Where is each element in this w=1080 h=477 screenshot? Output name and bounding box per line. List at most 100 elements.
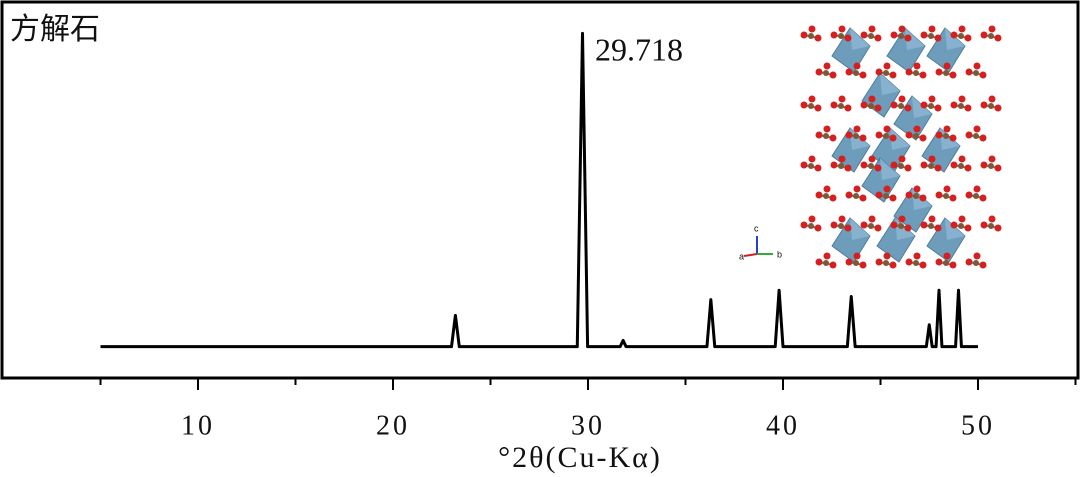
oxygen-atom bbox=[965, 258, 973, 266]
oxygen-atom bbox=[934, 164, 942, 172]
oxygen-atom bbox=[980, 161, 988, 169]
chart-title: 方解石 bbox=[10, 13, 100, 46]
triad-label: c bbox=[754, 223, 759, 233]
oxygen-atom bbox=[859, 71, 867, 79]
oxygen-atom bbox=[890, 31, 898, 39]
oxygen-atom bbox=[859, 134, 867, 142]
oxygen-atom bbox=[830, 161, 838, 169]
oxygen-atom bbox=[859, 194, 867, 202]
triad-a bbox=[743, 253, 758, 257]
oxygen-atom bbox=[889, 71, 897, 79]
oxygen-atom bbox=[874, 104, 882, 112]
oxygen-atom bbox=[934, 224, 942, 232]
oxygen-atom bbox=[860, 221, 868, 229]
x-tick-label: 20 bbox=[376, 410, 410, 441]
carbon-atom bbox=[808, 33, 814, 39]
oxygen-atom bbox=[875, 191, 883, 199]
carbon-atom bbox=[808, 103, 814, 109]
octahedron-face bbox=[880, 158, 900, 180]
oxygen-atom bbox=[883, 125, 891, 133]
octahedron-face bbox=[945, 28, 965, 50]
oxygen-atom bbox=[844, 34, 852, 42]
oxygen-atom bbox=[874, 34, 882, 42]
oxygen-atom bbox=[868, 215, 876, 223]
carbon-atom bbox=[913, 133, 919, 139]
oxygen-atom bbox=[844, 224, 852, 232]
oxygen-atom bbox=[808, 215, 816, 223]
carbon-atom bbox=[838, 33, 844, 39]
carbon-atom bbox=[973, 193, 979, 199]
oxygen-atom bbox=[830, 31, 838, 39]
oxygen-atom bbox=[904, 164, 912, 172]
carbon-atom bbox=[823, 133, 829, 139]
oxygen-atom bbox=[979, 134, 987, 142]
oxygen-atom bbox=[860, 101, 868, 109]
oxygen-atom bbox=[934, 104, 942, 112]
oxygen-atom bbox=[949, 71, 957, 79]
octahedron-face bbox=[850, 218, 870, 240]
carbon-atom bbox=[808, 223, 814, 229]
oxygen-atom bbox=[823, 125, 831, 133]
carbon-atom bbox=[898, 103, 904, 109]
oxygen-atom bbox=[965, 68, 973, 76]
oxygen-atom bbox=[800, 31, 808, 39]
oxygen-atom bbox=[829, 134, 837, 142]
carbon-atom bbox=[853, 193, 859, 199]
oxygen-atom bbox=[883, 185, 891, 193]
carbon-atom bbox=[958, 163, 964, 169]
carbon-atom bbox=[883, 260, 889, 266]
carbon-atom bbox=[883, 193, 889, 199]
oxygen-atom bbox=[964, 34, 972, 42]
oxygen-atom bbox=[920, 31, 928, 39]
oxygen-atom bbox=[874, 164, 882, 172]
oxygen-atom bbox=[913, 185, 921, 193]
diffraction-line bbox=[100, 31, 978, 349]
oxygen-atom bbox=[980, 31, 988, 39]
carbon-atom bbox=[943, 70, 949, 76]
oxygen-atom bbox=[988, 25, 996, 33]
triad-label: b bbox=[777, 249, 782, 259]
crystal-structure-inset bbox=[800, 25, 1002, 269]
oxygen-atom bbox=[943, 185, 951, 193]
oxygen-atom bbox=[935, 191, 943, 199]
carbon-atom bbox=[943, 133, 949, 139]
carbon-atom bbox=[973, 133, 979, 139]
oxygen-atom bbox=[920, 161, 928, 169]
oxygen-atom bbox=[904, 34, 912, 42]
oxygen-atom bbox=[814, 164, 822, 172]
carbon-atom bbox=[868, 33, 874, 39]
oxygen-atom bbox=[905, 191, 913, 199]
oxygen-atom bbox=[883, 62, 891, 70]
oxygen-atom bbox=[883, 252, 891, 260]
oxygen-atom bbox=[829, 71, 837, 79]
carbon-atom bbox=[898, 223, 904, 229]
oxygen-atom bbox=[928, 215, 936, 223]
peak-annotation: 29.718 bbox=[595, 31, 683, 67]
oxygen-atom bbox=[815, 131, 823, 139]
oxygen-atom bbox=[845, 68, 853, 76]
oxygen-atom bbox=[853, 125, 861, 133]
triad-label: a bbox=[739, 251, 744, 261]
carbon-atom bbox=[838, 103, 844, 109]
x-tick-label: 50 bbox=[961, 410, 995, 441]
oxygen-atom bbox=[800, 221, 808, 229]
octahedron-face bbox=[905, 28, 925, 50]
carbon-atom bbox=[853, 133, 859, 139]
oxygen-atom bbox=[830, 101, 838, 109]
oxygen-atom bbox=[988, 95, 996, 103]
oxygen-atom bbox=[950, 161, 958, 169]
oxygen-atom bbox=[868, 155, 876, 163]
oxygen-atom bbox=[920, 101, 928, 109]
carbon-atom bbox=[853, 70, 859, 76]
oxygen-atom bbox=[958, 215, 966, 223]
oxygen-atom bbox=[980, 101, 988, 109]
oxygen-atom bbox=[823, 185, 831, 193]
oxygen-atom bbox=[950, 101, 958, 109]
carbon-atom bbox=[958, 103, 964, 109]
oxygen-atom bbox=[814, 34, 822, 42]
carbon-atom bbox=[823, 193, 829, 199]
oxygen-atom bbox=[973, 125, 981, 133]
oxygen-atom bbox=[988, 155, 996, 163]
x-tick-label: 30 bbox=[571, 410, 605, 441]
